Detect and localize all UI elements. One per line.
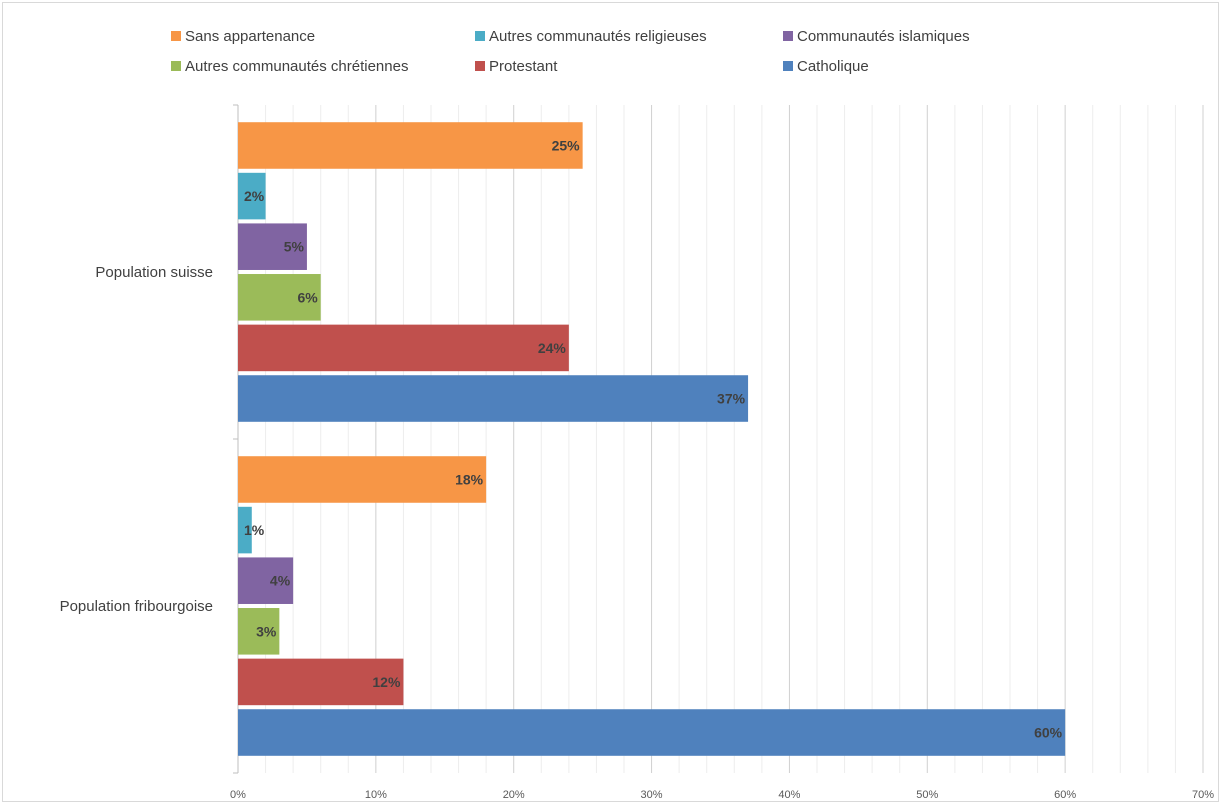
bar-autres-communautes-chretiennes — [238, 274, 321, 321]
bar-sans-appartenance — [238, 122, 583, 169]
x-tick-label: 40% — [778, 789, 800, 801]
religion-bar-chart: 0% 10% 20% 30% 40% 50% 60% 70% Population suisse… — [60, 28, 1215, 801]
legend-swatch-autres-communautes-chretiennes — [171, 61, 181, 71]
legend: Sans appartenance Autres communautés reli… — [171, 28, 970, 75]
bar-catholique — [238, 709, 1066, 756]
legend-label: Protestant — [489, 58, 558, 75]
bar-autres-communautes-religieuses — [238, 172, 266, 220]
bar-communautes-islamiques — [238, 557, 294, 604]
legend-swatch-autres-communautes-religieuses — [475, 31, 485, 41]
bars — [238, 122, 1066, 756]
data-label: 1% — [244, 522, 265, 538]
category-label: Population suisse — [95, 264, 213, 281]
data-label: 25% — [552, 137, 581, 153]
legend-swatch-catholique — [783, 61, 793, 71]
axes: 0% 10% 20% 30% 40% 50% 60% 70% Population suisse… — [60, 104, 1214, 801]
legend-swatch-protestant — [475, 61, 485, 71]
data-label: 37% — [717, 391, 746, 407]
bar-catholique — [238, 375, 749, 422]
data-label: 24% — [538, 340, 567, 356]
x-tick-label: 70% — [1192, 789, 1214, 801]
legend-label: Autres communautés religieuses — [489, 28, 707, 45]
legend-swatch-communautes-islamiques — [783, 31, 793, 41]
data-label: 5% — [284, 239, 305, 255]
data-label: 60% — [1034, 725, 1063, 741]
data-label: 18% — [455, 471, 484, 487]
bar-protestant — [238, 324, 569, 372]
x-tick-label: 0% — [230, 789, 246, 801]
legend-label: Autres communautés chrétiennes — [185, 58, 408, 75]
bar-communautes-islamiques — [238, 223, 307, 270]
legend-label: Catholique — [797, 58, 869, 75]
x-tick-label: 60% — [1054, 789, 1076, 801]
data-label: 6% — [297, 289, 318, 305]
data-labels: 25% 2% 5% 6% 24% 37% 18% 1% 4% 3% 12% 60% — [244, 137, 1063, 740]
gridlines — [265, 105, 1204, 773]
bar-autres-communautes-religieuses — [238, 506, 252, 554]
legend-label: Communautés islamiques — [797, 28, 970, 45]
x-tick-label: 10% — [365, 789, 387, 801]
bar-sans-appartenance — [238, 456, 487, 503]
data-label: 3% — [256, 623, 277, 639]
data-label: 4% — [270, 573, 291, 589]
bar-autres-communautes-chretiennes — [238, 608, 280, 655]
x-tick-label: 50% — [916, 789, 938, 801]
bar-protestant — [238, 658, 404, 706]
x-tick-label: 30% — [641, 789, 663, 801]
data-label: 2% — [244, 188, 265, 204]
legend-swatch-sans-appartenance — [171, 31, 181, 41]
legend-label: Sans appartenance — [185, 28, 315, 45]
x-tick-label: 20% — [503, 789, 525, 801]
category-label: Population fribourgoise — [60, 598, 213, 615]
data-label: 12% — [372, 674, 401, 690]
